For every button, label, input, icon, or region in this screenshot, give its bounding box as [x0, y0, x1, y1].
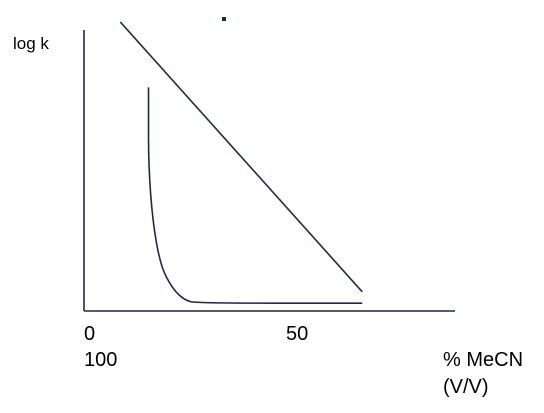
x-axis-label: % MeCN	[443, 349, 524, 371]
x-axis-label-units: (V/V)	[443, 376, 489, 398]
series-line-2	[147, 87, 363, 304]
series-layer	[119, 21, 363, 304]
x-tick-label: 50	[286, 323, 309, 345]
stray-mark	[222, 17, 226, 21]
y-axis-label: log k	[13, 34, 49, 53]
series-line-1	[119, 21, 363, 293]
x-tick-label: 0	[84, 323, 96, 345]
x-tick-secondary-label: 100	[84, 349, 118, 371]
